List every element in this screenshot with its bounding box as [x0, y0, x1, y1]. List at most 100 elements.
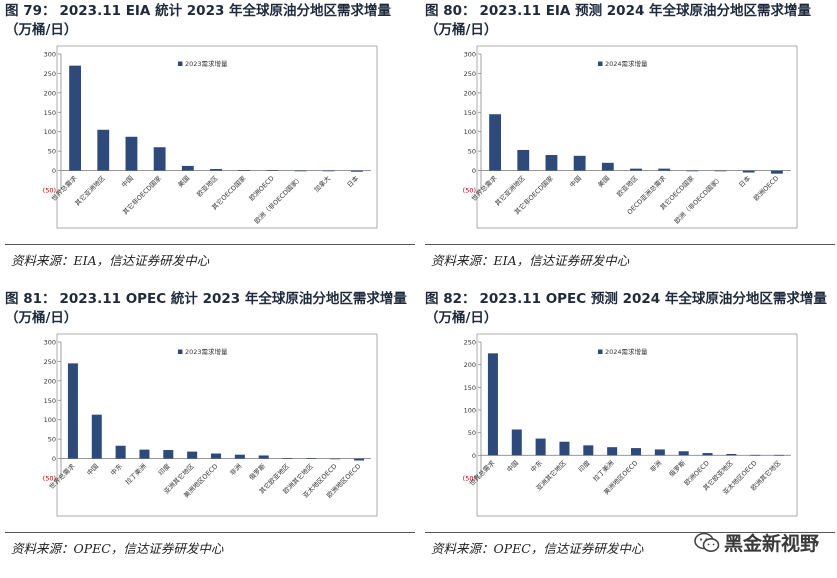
y-tick-label: 150	[44, 109, 56, 117]
x-tick-label: 欧洲OECD	[751, 174, 780, 203]
x-tick-label: 欧亚地区	[195, 173, 220, 198]
bar	[97, 129, 110, 171]
bar	[545, 155, 558, 171]
x-tick-label: 非洲	[648, 458, 664, 474]
x-tick-label: 中国	[85, 462, 101, 478]
chart-panel-80: 图 80： 2023.11 EIA 预测 2024 年全球原油分地区需求增量（万桶…	[425, 0, 837, 285]
plot-frame	[476, 333, 798, 517]
bar	[750, 454, 761, 456]
bar	[678, 451, 689, 456]
bar	[258, 455, 269, 459]
x-tick-label: 中东	[528, 458, 544, 474]
y-tick-label: 300	[44, 339, 56, 347]
x-tick-label: 拉丁美洲	[591, 458, 616, 483]
legend-label: 2023需求增量	[185, 59, 228, 68]
source-text: OPEC，信达证券研发中心	[493, 541, 644, 556]
x-tick-label: 印度	[156, 461, 172, 477]
y-tick-label: 250	[44, 358, 56, 366]
y-tick-label: 150	[464, 384, 476, 392]
figure-title: 2023.11 OPEC 预测 2024 年全球原油分地区需求增量（万桶/日）	[425, 291, 827, 326]
bar	[153, 147, 166, 171]
bar	[91, 414, 102, 459]
source-label: 资料来源：	[431, 253, 494, 268]
figure-number: 图 81：	[5, 291, 56, 307]
bar	[210, 453, 222, 459]
bar-chart: (50) 0 50 100 150 200 250 300 世界总需求 其它亚洲地区 中国 其它非OE…	[5, 44, 415, 240]
y-tick-label: 200	[44, 377, 56, 385]
watermark-text: 黑金新视野	[723, 533, 819, 555]
legend-swatch	[598, 349, 603, 354]
bar	[658, 168, 671, 171]
y-tick-label: 50	[468, 429, 476, 437]
bar	[354, 458, 365, 461]
bar	[774, 454, 785, 456]
figure-title: 2023.11 EIA 预测 2024 年全球原油分地区需求增量（万桶/日）	[425, 3, 812, 38]
legend-swatch	[598, 61, 603, 66]
legend-swatch	[178, 61, 183, 66]
y-tick-label: 300	[44, 51, 56, 59]
bar	[654, 449, 665, 456]
bar-chart: (50) 0 50 100 150 200 250 世界总需求 中国 中东 亚洲其它地区 印度 拉丁美洲…	[425, 332, 835, 528]
y-tick-label: 250	[464, 339, 476, 347]
y-tick-label: 50	[468, 148, 476, 156]
y-tick-label: 0	[52, 167, 56, 175]
y-tick-label: 50	[48, 148, 56, 156]
source-text: EIA，信达证券研发中心	[73, 253, 210, 268]
source-label: 资料来源：	[11, 253, 74, 268]
source-note: 资料来源：EIA，信达证券研发中心	[11, 250, 209, 269]
bar	[742, 170, 755, 173]
bar	[686, 170, 699, 172]
bar	[306, 458, 317, 459]
bar	[125, 136, 138, 171]
y-tick-label: 200	[44, 89, 56, 97]
x-tick-label: 中国	[119, 174, 135, 190]
bar	[559, 441, 570, 456]
source-text: OPEC，信达证券研发中心	[73, 541, 224, 556]
bar	[517, 149, 530, 171]
bar	[282, 458, 293, 459]
figure-title: 2023.11 OPEC 統计 2023 年全球原油分地区需求增量（万桶/日）	[5, 291, 407, 326]
bar	[238, 170, 251, 171]
figure-number: 图 82：	[425, 291, 476, 307]
source-note: 资料来源：OPEC，信达证券研发中心	[11, 538, 223, 557]
bar	[139, 449, 150, 459]
bar	[702, 453, 713, 456]
divider	[5, 244, 415, 245]
bar	[234, 454, 245, 459]
x-tick-label: 中东	[108, 461, 124, 477]
chart-title: 图 80： 2023.11 EIA 预测 2024 年全球原油分地区需求增量（万桶…	[425, 2, 835, 40]
y-tick-label: 0	[472, 452, 476, 460]
x-tick-label: 欧洲（非OECD国家）	[672, 174, 724, 226]
bar	[350, 170, 363, 172]
bar	[487, 353, 498, 456]
bar	[630, 448, 642, 456]
legend-label: 2024需求增量	[605, 59, 648, 68]
bar	[607, 447, 618, 456]
x-tick-label: 日本	[737, 173, 753, 189]
x-tick-label: 美国	[176, 174, 192, 190]
bar	[573, 155, 586, 171]
legend-label: 2023需求增量	[185, 347, 228, 356]
y-tick-label: 50	[48, 436, 56, 444]
x-tick-label: 中国	[505, 458, 521, 474]
y-tick-label: (50)	[43, 475, 56, 483]
y-tick-label: 200	[464, 361, 476, 369]
x-tick-label: 加拿大	[312, 173, 333, 194]
source-note: 资料来源：EIA，信达证券研发中心	[431, 250, 629, 269]
bar	[511, 429, 522, 456]
source-text: EIA，信达证券研发中心	[493, 253, 630, 268]
bar	[726, 453, 737, 456]
divider	[425, 244, 835, 245]
bar	[187, 451, 198, 459]
legend-swatch	[178, 349, 183, 354]
y-tick-label: (50)	[463, 475, 476, 483]
x-tick-label: 俄罗斯	[247, 461, 268, 482]
watermark: 黑金新视野	[694, 529, 819, 556]
y-tick-label: 100	[44, 416, 56, 424]
x-tick-label: 印度	[576, 458, 592, 474]
chart-svg: (50)050100150200250300世界总需求其它亚洲地区其它非OECD…	[463, 45, 798, 229]
chart-title: 图 79： 2023.11 EIA 統计 2023 年全球原油分地区需求增量（万桶…	[5, 2, 415, 40]
bar-chart: (50) 0 50 100 150 200 250 300 世界总需求 中国 中东 拉丁美洲 印度 亚洲其…	[5, 332, 415, 528]
bar	[489, 114, 502, 171]
